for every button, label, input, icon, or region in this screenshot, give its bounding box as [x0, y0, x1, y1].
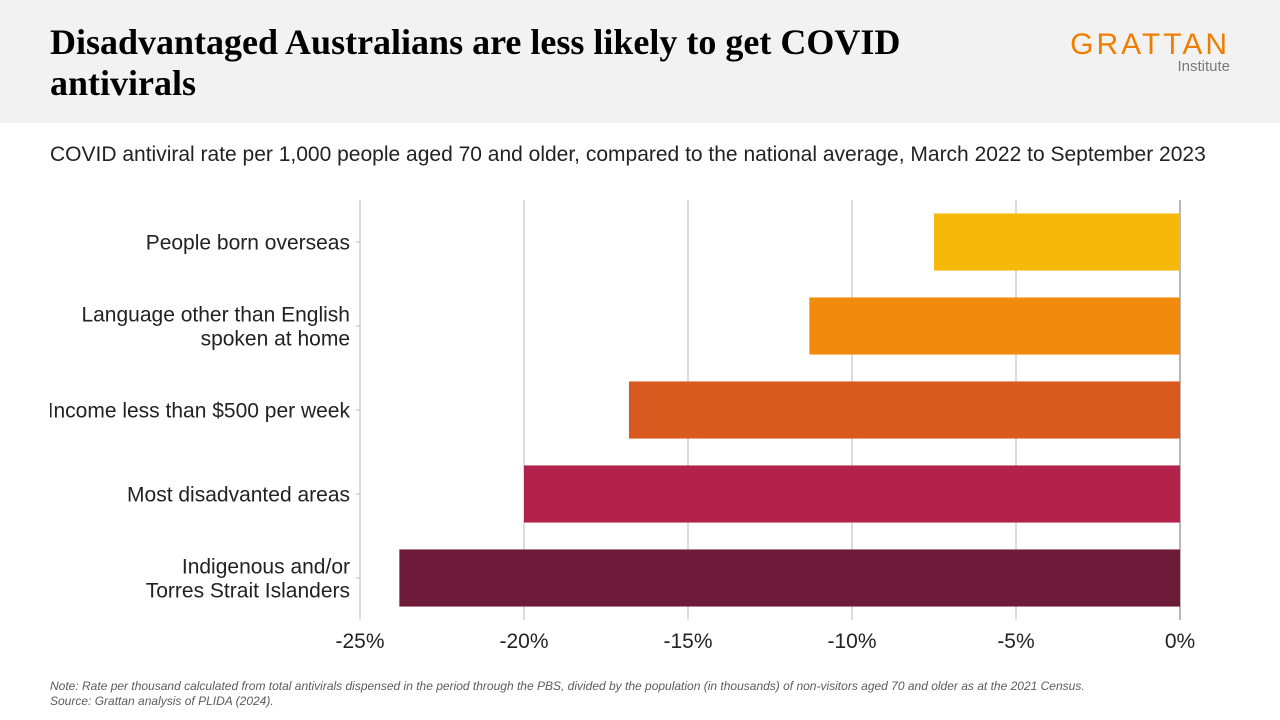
chart: -25% -20% -15% -10% -5% 0% People born oversea…: [50, 200, 1230, 660]
footnote: Note: Rate per thousand calculated from …: [50, 679, 1230, 710]
header: Disadvantaged Australians are less likel…: [0, 0, 1280, 123]
x-tick-label: -10%: [827, 630, 876, 653]
category-label: Torres Strait Islanders: [146, 579, 350, 602]
category-label: spoken at home: [201, 327, 350, 350]
category-label: People born overseas: [146, 231, 350, 254]
category-label: Indigenous and/or: [182, 555, 350, 578]
category-label: Language other than English: [81, 303, 350, 326]
x-tick-label: -20%: [499, 630, 548, 653]
logo: GRATTAN Institute: [1070, 28, 1230, 75]
bar: [809, 297, 1180, 354]
category-label: Income less than $500 per week: [50, 399, 350, 422]
category-label: Most disadvanted areas: [127, 483, 350, 506]
footnote-note: Note: Rate per thousand calculated from …: [50, 679, 1230, 695]
bar: [524, 465, 1180, 522]
logo-main-text: GRATTAN: [1070, 28, 1230, 62]
x-tick-label: -5%: [997, 630, 1034, 653]
page-title: Disadvantaged Australians are less likel…: [50, 22, 950, 105]
x-tick-label: -25%: [335, 630, 384, 653]
x-tick-label: -15%: [663, 630, 712, 653]
subtitle: COVID antiviral rate per 1,000 people ag…: [0, 123, 1280, 169]
footnote-source: Source: Grattan analysis of PLIDA (2024)…: [50, 694, 1230, 710]
bar: [934, 213, 1180, 270]
bar: [399, 549, 1180, 606]
chart-svg: -25% -20% -15% -10% -5% 0% People born oversea…: [50, 200, 1230, 660]
x-tick-label: 0%: [1165, 630, 1195, 653]
logo-sub-text: Institute: [1177, 58, 1230, 75]
bar: [629, 381, 1180, 438]
page: Disadvantaged Australians are less likel…: [0, 0, 1280, 720]
